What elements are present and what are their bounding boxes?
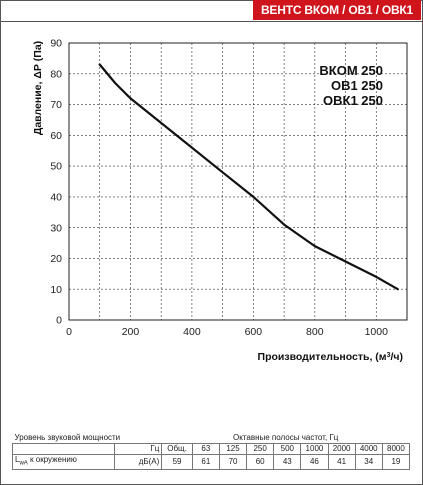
model-label-2: ОВ1 250: [331, 78, 383, 93]
sound-caption-left: Уровень звуковой мощности: [12, 433, 162, 444]
value-cell: 61: [191, 454, 220, 470]
header-divider: [1, 21, 422, 22]
model-label-1: ВКОМ 250: [319, 63, 383, 78]
y-tick-label: 60: [50, 130, 62, 142]
value-cell: 34: [354, 454, 383, 470]
header-cell: 500: [273, 443, 302, 455]
y-tick-label: 0: [56, 315, 62, 327]
x-tick-label: 0: [66, 326, 72, 338]
header-cell: Общ.: [161, 443, 193, 455]
x-tick-label: 200: [122, 326, 140, 338]
table-row: Гц Общ. 63 125 250 500 1000 2000 4000 80…: [12, 443, 411, 455]
series-badge: ВЕНТС ВКОМ / ОВ1 / ОВК1: [253, 0, 421, 20]
row-label: LwA к окружению: [12, 454, 115, 470]
y-tick-label: 10: [50, 284, 62, 296]
value-cell: 60: [246, 454, 275, 470]
header-cell: 1000: [300, 443, 329, 455]
row-label-main: L: [15, 455, 20, 464]
x-tick-labels: 0 200 400 600 800 1000: [66, 326, 388, 338]
sound-caption-right: Октавные полосы частот, Гц: [161, 433, 410, 444]
y-tick-label: 30: [50, 222, 62, 234]
y-tick-label: 20: [50, 253, 62, 265]
y-tick-label: 40: [50, 191, 62, 203]
value-cell: 46: [300, 454, 329, 470]
row-label-sub: wA: [19, 460, 28, 467]
value-cell: 19: [381, 454, 411, 470]
value-cell: 41: [327, 454, 356, 470]
performance-curve: [98, 63, 399, 291]
y-tick-label: 50: [50, 161, 62, 173]
header-cell-unit: Гц: [113, 443, 163, 455]
header-cell: 4000: [354, 443, 383, 455]
header-cell: 2000: [327, 443, 356, 455]
pressure-flow-chart: 0 200 400 600 800 1000 0 10 20 30 40 50 60 70 80 90 Да…: [32, 38, 408, 363]
x-axis-title: Производительность, (м3/ч): [258, 351, 403, 363]
table-row: LwA к окружению дБ(А) 59 61 70 60 43 46 …: [12, 454, 411, 470]
plot-frame: [68, 42, 408, 321]
y-tick-label: 70: [50, 99, 62, 111]
header-cell: 8000: [381, 443, 411, 455]
y-axis-title: Давление, ΔР (Па): [32, 41, 44, 135]
y-tick-label: 90: [50, 38, 62, 50]
header-cell: 125: [218, 443, 248, 455]
y-tick-label: 80: [50, 68, 62, 80]
x-tick-label: 400: [183, 326, 201, 338]
value-cell: 59: [161, 454, 193, 470]
value-cell: 43: [273, 454, 302, 470]
x-tick-label: 1000: [365, 326, 389, 338]
x-tick-label: 600: [245, 326, 263, 338]
header-cell: 250: [246, 443, 275, 455]
sound-power-table: Уровень звуковой мощности Октавные полос…: [12, 433, 411, 470]
header-cell: 63: [191, 443, 220, 455]
chart-grid: [68, 42, 408, 321]
model-label-3: ОВК1 250: [323, 93, 383, 108]
y-tick-labels: 0 10 20 30 40 50 60 70 80 90: [50, 38, 62, 327]
x-tick-label: 800: [306, 326, 324, 338]
row-label-rest: к окружению: [27, 455, 77, 464]
row-unit: дБ(А): [113, 454, 163, 470]
value-cell: 70: [218, 454, 248, 470]
